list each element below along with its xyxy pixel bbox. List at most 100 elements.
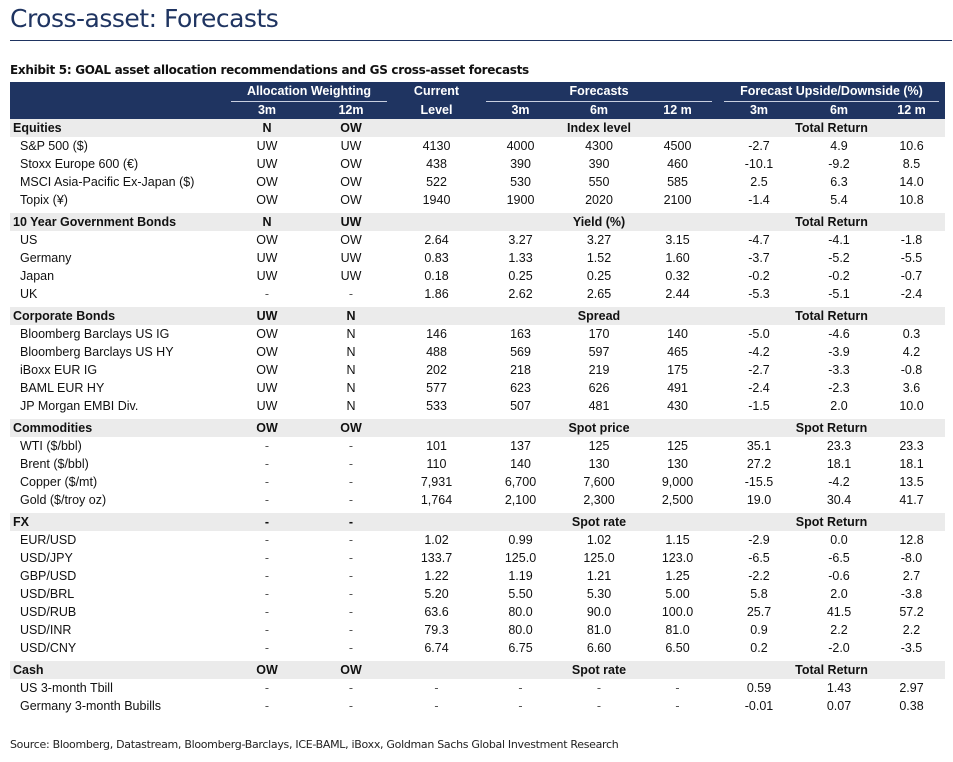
table-cell: 4.2	[902, 345, 921, 359]
table-cell: 2.65	[586, 287, 612, 301]
asset-name: USD/JPY	[20, 551, 73, 565]
table-cell: -5.3	[748, 287, 770, 301]
table-cell: 2.0	[830, 399, 848, 413]
sub-header: 12m	[338, 103, 364, 117]
table-cell: 1.15	[665, 533, 690, 547]
table-cell: -5.5	[900, 251, 923, 265]
table-cell: 35.1	[746, 439, 772, 453]
asset-name: UK	[20, 287, 38, 301]
table-row: Bloomberg Barclays US IG OW N 146 163 170 140 -…	[10, 325, 945, 343]
table-cell: 1.86	[424, 287, 449, 301]
asset-name: US 3-month Tbill	[20, 681, 113, 695]
table-cell: -	[264, 681, 270, 695]
table-cell: 125	[667, 439, 688, 453]
table-cell: OW	[256, 327, 278, 341]
table-cell: 100.0	[661, 605, 694, 619]
table-cell: -	[264, 475, 270, 489]
table-row: Japan UW UW 0.18 0.25 0.25 0.32 -0.2 -0.2 -0.7	[10, 267, 945, 285]
table-cell: -3.8	[900, 587, 923, 601]
table-cell: -	[675, 681, 680, 695]
current-header: Current	[413, 84, 460, 98]
table-cell: 2020	[585, 193, 613, 207]
sub-header: 3m	[257, 103, 277, 117]
table-cell: UW	[256, 269, 278, 283]
table-row: Bloomberg Barclays US HY OW N 488 569 597 465 -…	[10, 343, 945, 361]
table-cell: 522	[426, 175, 447, 189]
table-cell: 0.25	[508, 269, 533, 283]
asset-name: Germany	[20, 251, 72, 265]
table-row: Copper ($/mt) - - 7,931 6,700 7,600 9,000 -15.5…	[10, 473, 945, 491]
table-cell: 5.50	[508, 587, 533, 601]
table-cell: 218	[510, 363, 531, 377]
table-cell: 4.9	[830, 139, 848, 153]
table-cell: -6.5	[748, 551, 770, 565]
table-cell: 1.22	[424, 569, 449, 583]
table-row: JP Morgan EMBI Div. UW N 533 507 481 430 -1.5 2.…	[10, 397, 945, 415]
table-cell: -	[348, 569, 354, 583]
table-cell: 1.52	[586, 251, 612, 265]
table-cell: -10.1	[744, 157, 774, 171]
table-cell: 10.6	[899, 139, 924, 153]
table-cell: -15.5	[744, 475, 774, 489]
table-cell: N	[346, 363, 356, 377]
return-type-label: Total Return	[795, 215, 868, 229]
asset-name: JP Morgan EMBI Div.	[20, 399, 139, 413]
table-cell: 6.60	[586, 641, 612, 655]
section-name: Corporate Bonds	[13, 309, 116, 323]
asset-name: Stoxx Europe 600 (€)	[20, 157, 139, 171]
table-cell: 491	[667, 381, 688, 395]
table-cell: 0.9	[750, 623, 768, 637]
header-row-top: Allocation Weighting Current Forecasts F…	[10, 82, 945, 102]
table-cell: 170	[588, 327, 610, 341]
section-header-row: Equities N OW Index level Total Return	[10, 119, 945, 137]
table-cell: 5.30	[586, 587, 612, 601]
table-cell: -2.7	[748, 363, 770, 377]
table-cell: -4.2	[748, 345, 770, 359]
asset-name: USD/CNY	[20, 641, 77, 655]
asset-name: Copper ($/mt)	[20, 475, 98, 489]
table-cell: OW	[256, 363, 278, 377]
table-cell: 6.74	[424, 641, 449, 655]
table-cell: 597	[588, 345, 610, 359]
sub-header: 12 m	[897, 103, 926, 117]
exhibit-title: Exhibit 5: GOAL asset allocation recomme…	[10, 63, 529, 77]
section-weight-12m: OW	[340, 421, 362, 435]
table-cell: 1940	[422, 193, 451, 207]
table-cell: -	[348, 605, 354, 619]
table-cell: 0.32	[665, 269, 690, 283]
table-cell: UW	[340, 269, 362, 283]
table-cell: -	[348, 699, 354, 713]
table-cell: -1.5	[748, 399, 770, 413]
table-cell: -9.2	[828, 157, 850, 171]
return-type-label: Spot Return	[795, 421, 868, 435]
table-cell: -	[264, 551, 270, 565]
section-weight-12m: N	[346, 309, 356, 323]
table-cell: -	[264, 457, 270, 471]
section-header-row: 10 Year Government Bonds N UW Yield (%) Tota…	[10, 213, 945, 231]
table-cell: -	[348, 587, 354, 601]
table-cell: -	[348, 623, 354, 637]
table-cell: 1.21	[586, 569, 612, 583]
sub-header: 6m	[829, 103, 849, 117]
table-cell: -0.6	[828, 569, 850, 583]
table-cell: 1.25	[665, 569, 690, 583]
table-cell: 130	[667, 457, 688, 471]
table-cell: 80.0	[508, 605, 533, 619]
section-name: Commodities	[13, 421, 93, 435]
table-cell: OW	[340, 175, 362, 189]
table-row: iBoxx EUR IG OW N 202 218 219 175 -2.7 -3.3 -0.8	[10, 361, 945, 379]
section-header-row: Commodities OW OW Spot price Spot Return	[10, 419, 945, 437]
table-cell: -	[675, 699, 680, 713]
table-cell: -	[348, 641, 354, 655]
table-cell: N	[346, 399, 356, 413]
table-cell: 3.27	[586, 233, 612, 247]
section-header-row: FX - - Spot rate Spot Return	[10, 513, 945, 531]
allocation-weighting-header: Allocation Weighting	[231, 82, 387, 102]
table-cell: -2.0	[828, 641, 850, 655]
asset-name: GBP/USD	[20, 569, 77, 583]
table-cell: -4.2	[828, 475, 850, 489]
table-cell: -	[518, 699, 523, 713]
table-cell: -	[264, 623, 270, 637]
asset-name: BAML EUR HY	[20, 381, 105, 395]
asset-name: USD/BRL	[20, 587, 75, 601]
